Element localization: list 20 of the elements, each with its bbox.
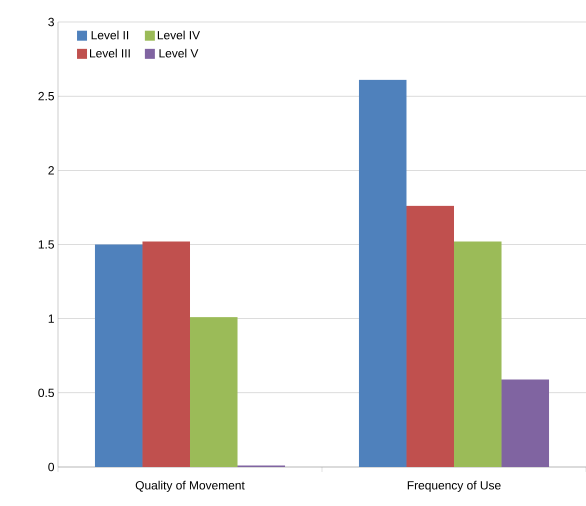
bar [406, 206, 454, 467]
bar [190, 317, 238, 467]
y-tick-label: 0 [48, 462, 54, 472]
y-tick-label: 1 [48, 314, 54, 323]
x-tick-label: Frequency of Use [408, 480, 501, 492]
x-tick-label: Quality of Movement [136, 480, 245, 492]
y-tick-label: 1.5 [38, 240, 54, 249]
legend-label: Level II [92, 30, 128, 40]
legend-label: Level V [160, 48, 198, 58]
bar [502, 379, 550, 467]
y-tick-label: 3 [48, 18, 54, 26]
bar [454, 242, 502, 467]
bar [358, 80, 406, 467]
legend-label: Level IV [158, 30, 200, 40]
y-tick-label: 2.5 [38, 92, 54, 100]
bar [94, 244, 142, 467]
bar [142, 242, 190, 467]
y-tick-label: 0.5 [38, 388, 54, 398]
y-tick-label: 2 [48, 166, 54, 175]
legend-label: Level III [90, 48, 130, 58]
